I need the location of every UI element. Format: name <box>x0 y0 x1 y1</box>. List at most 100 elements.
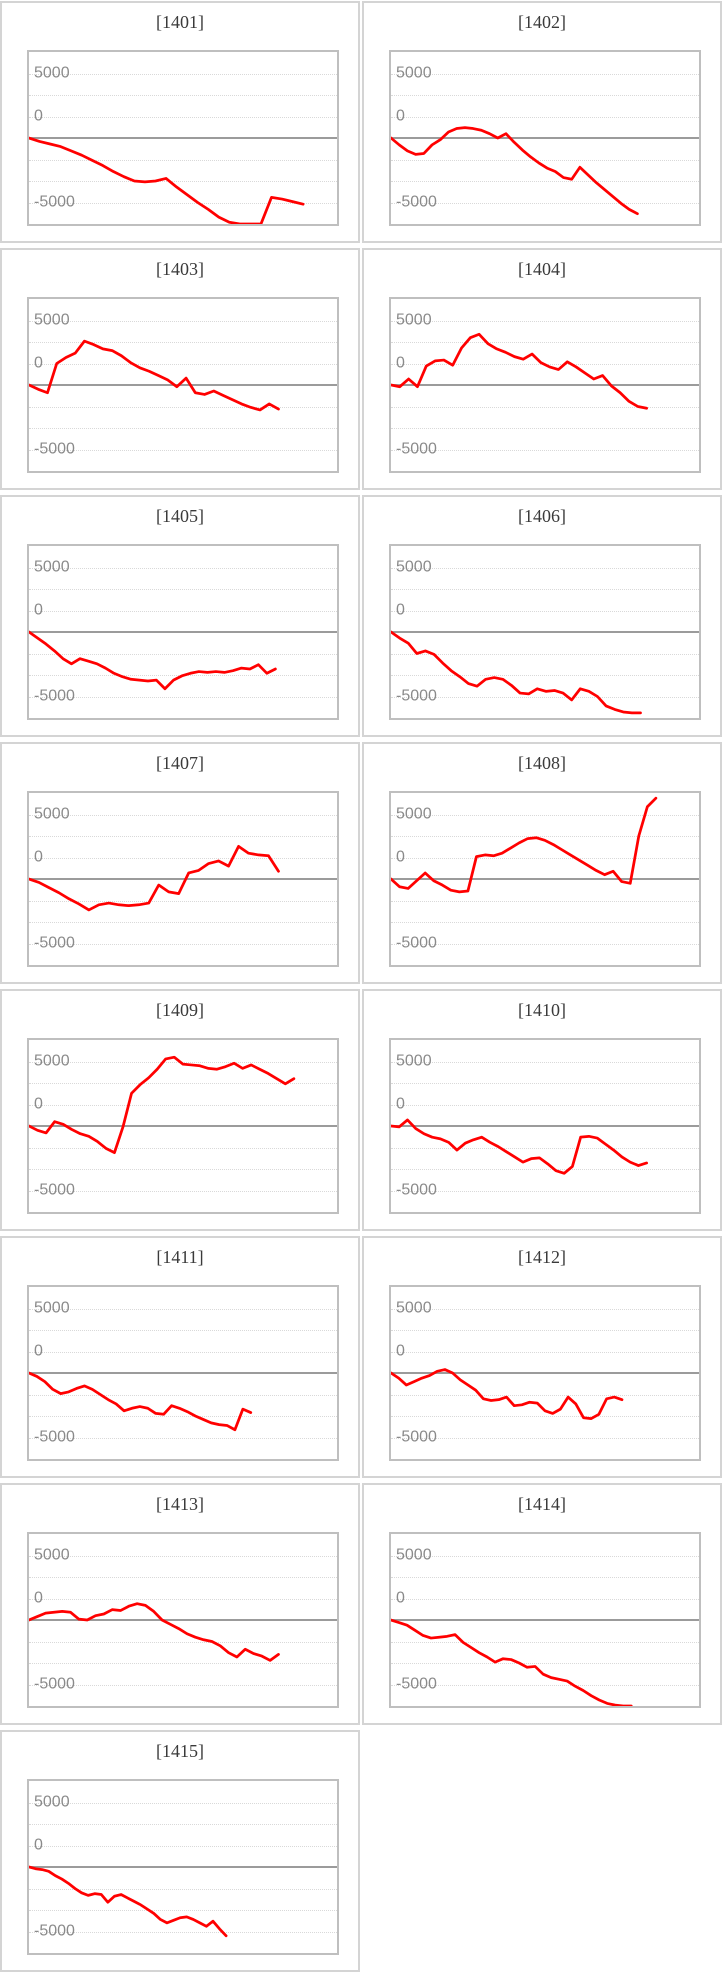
plot-area: 5000 0 -5000 <box>27 50 339 226</box>
chart-title: [1411] <box>156 1247 204 1267</box>
zero-axis-line <box>29 631 337 633</box>
gridline <box>29 449 337 451</box>
series-line <box>29 632 275 689</box>
chart-card: [1415] 5000 0 -5000 <box>0 1730 360 1972</box>
zero-axis-line <box>29 384 337 386</box>
gridline <box>391 1598 699 1600</box>
gridline <box>29 1061 337 1063</box>
gridline <box>391 449 699 451</box>
chart-card: [1409] 5000 0 -5000 <box>0 989 360 1231</box>
ytick-label-5000: 5000 <box>396 557 432 575</box>
gridline <box>391 836 699 837</box>
gridline <box>391 922 699 923</box>
plot-area: 5000 0 -5000 <box>389 791 701 967</box>
chart-title: [1410] <box>518 1000 566 1020</box>
gridline <box>29 1147 337 1149</box>
series-line <box>391 334 647 408</box>
zero-axis-line <box>391 631 699 633</box>
ytick-label-5000: 5000 <box>34 804 70 822</box>
chart-card: [1414] 5000 0 -5000 <box>362 1483 722 1725</box>
gridline <box>29 1598 337 1600</box>
gridline <box>391 202 699 204</box>
ytick-label-0: 0 <box>34 1341 43 1359</box>
ytick-label-neg5000: -5000 <box>34 192 75 210</box>
ytick-label-5000: 5000 <box>396 1298 432 1316</box>
gridline <box>391 1169 699 1170</box>
gridline <box>391 814 699 816</box>
chart-title: [1414] <box>518 1494 566 1514</box>
gridline <box>29 1684 337 1686</box>
gridline <box>29 1641 337 1643</box>
chart-title: [1409] <box>156 1000 204 1020</box>
gridline <box>391 1308 699 1310</box>
gridline <box>391 320 699 322</box>
gridline <box>29 1308 337 1310</box>
gridline <box>29 1577 337 1578</box>
gridline <box>391 342 699 343</box>
ytick-label-0: 0 <box>34 106 43 124</box>
series-line <box>29 1057 294 1152</box>
gridline <box>29 1555 337 1557</box>
ytick-label-5000: 5000 <box>34 310 70 328</box>
series-svg <box>391 793 699 965</box>
ytick-label-5000: 5000 <box>34 1298 70 1316</box>
plot-area: 5000 0 -5000 <box>27 1779 339 1955</box>
ytick-label-5000: 5000 <box>34 557 70 575</box>
gridline <box>391 610 699 612</box>
plot-area: 5000 0 -5000 <box>389 1285 701 1461</box>
gridline <box>29 922 337 923</box>
gridline <box>29 1888 337 1890</box>
zero-axis-line <box>29 1619 337 1621</box>
plot-area: 5000 0 -5000 <box>389 1532 701 1708</box>
gridline <box>29 1663 337 1664</box>
ytick-label-0: 0 <box>34 1835 43 1853</box>
ytick-label-5000: 5000 <box>34 63 70 81</box>
gridline <box>391 1416 699 1417</box>
plot-area: 5000 0 -5000 <box>27 297 339 473</box>
gridline <box>391 1437 699 1439</box>
series-line <box>391 798 656 892</box>
gridline <box>29 159 337 161</box>
chart-card: [1413] 5000 0 -5000 <box>0 1483 360 1725</box>
gridline <box>391 1351 699 1353</box>
ytick-label-neg5000: -5000 <box>396 439 437 457</box>
gridline <box>29 181 337 182</box>
gridline <box>29 1394 337 1396</box>
series-line <box>29 1373 251 1430</box>
ytick-label-0: 0 <box>34 1094 43 1112</box>
gridline <box>29 1351 337 1353</box>
chart-title: [1413] <box>156 1494 204 1514</box>
chart-card: [1408] 5000 0 -5000 <box>362 742 722 984</box>
gridline <box>391 116 699 118</box>
gridline <box>391 1104 699 1106</box>
ytick-label-0: 0 <box>396 847 405 865</box>
ytick-label-neg5000: -5000 <box>34 1427 75 1445</box>
series-line <box>29 846 278 910</box>
chart-card: [1402] 5000 0 -5000 <box>362 1 722 243</box>
chart-title: [1404] <box>518 259 566 279</box>
series-svg <box>29 299 337 471</box>
gridline <box>391 1577 699 1578</box>
ytick-label-0: 0 <box>396 1341 405 1359</box>
ytick-label-5000: 5000 <box>396 63 432 81</box>
zero-axis-line <box>391 1619 699 1621</box>
gridline <box>391 1684 699 1686</box>
plot-area: 5000 0 -5000 <box>27 1285 339 1461</box>
ytick-label-0: 0 <box>34 1588 43 1606</box>
gridline <box>391 181 699 182</box>
zero-axis-line <box>391 1125 699 1127</box>
ytick-label-5000: 5000 <box>34 1545 70 1563</box>
gridline <box>391 653 699 655</box>
gridline <box>29 1824 337 1825</box>
chart-card: [1406] 5000 0 -5000 <box>362 495 722 737</box>
gridline <box>29 342 337 343</box>
series-svg <box>391 1287 699 1459</box>
zero-axis-line <box>29 1372 337 1374</box>
ytick-label-neg5000: -5000 <box>34 1921 75 1939</box>
chart-title: [1412] <box>518 1247 566 1267</box>
plot-area: 5000 0 -5000 <box>27 544 339 720</box>
gridline <box>391 73 699 75</box>
chart-title: [1415] <box>156 1741 204 1761</box>
gridline <box>391 1061 699 1063</box>
gridline <box>29 696 337 698</box>
